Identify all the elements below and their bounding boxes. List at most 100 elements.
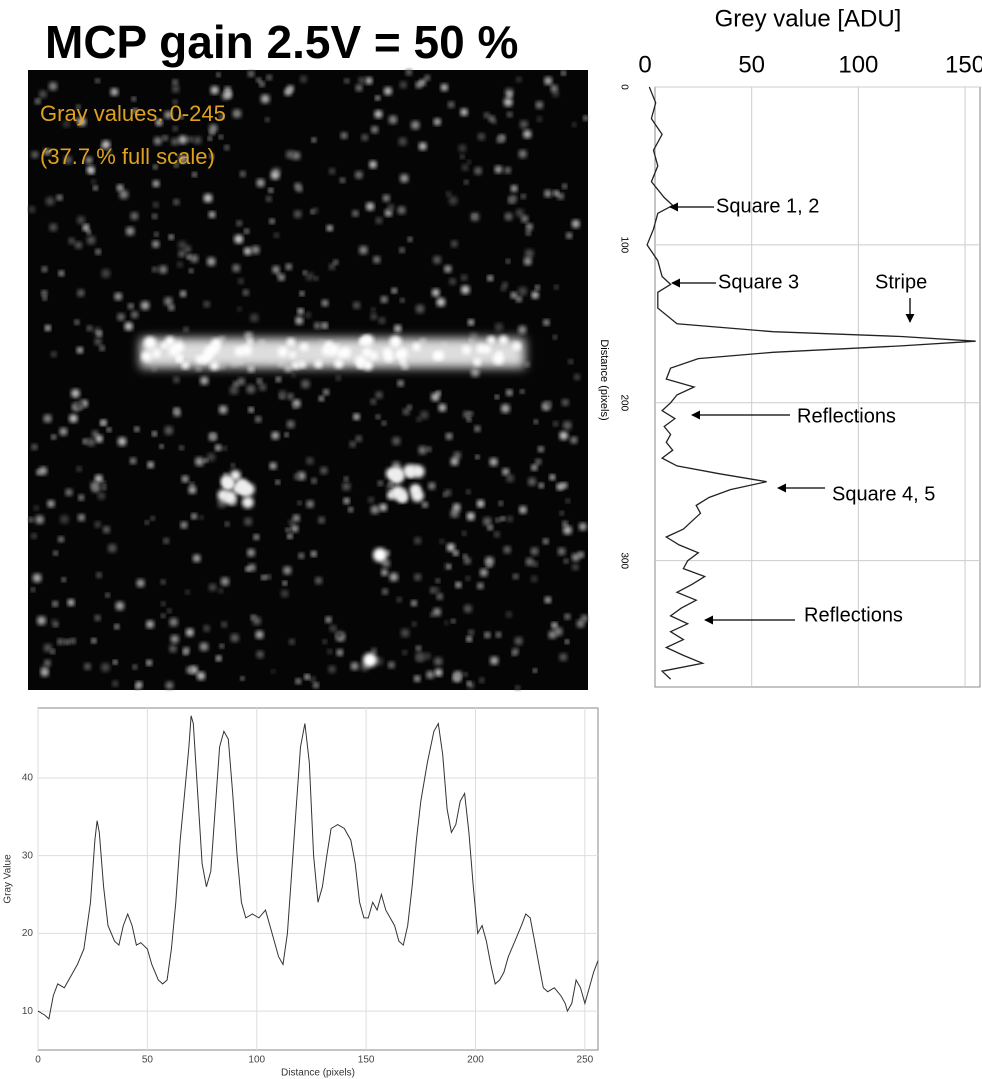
image-spots	[28, 68, 589, 691]
spot	[543, 319, 550, 326]
spot	[209, 124, 218, 133]
spot	[31, 151, 39, 159]
spot	[293, 473, 300, 480]
x-tick-label: 0	[638, 51, 651, 78]
spot	[399, 81, 407, 89]
spot	[215, 444, 222, 451]
spot	[85, 156, 93, 164]
spot	[252, 616, 261, 626]
spot	[44, 325, 51, 331]
spot	[362, 347, 373, 358]
spot	[269, 462, 277, 470]
spot	[173, 407, 180, 414]
spot	[494, 394, 499, 399]
spot	[399, 357, 407, 365]
spot	[259, 81, 265, 87]
spot	[413, 675, 421, 682]
annotation: Reflections	[797, 405, 896, 427]
spot	[365, 202, 375, 211]
spot	[354, 171, 363, 179]
spot	[176, 261, 183, 268]
spot	[302, 270, 307, 275]
y-axis-title: Distance (pixels)	[598, 339, 610, 420]
spot	[375, 95, 381, 101]
spot	[518, 149, 527, 159]
spot	[135, 681, 143, 689]
spot	[31, 533, 37, 539]
spot	[233, 381, 239, 387]
spot	[524, 361, 530, 367]
spot	[452, 503, 461, 512]
spot	[483, 112, 490, 119]
spot	[218, 135, 223, 140]
spot	[314, 276, 319, 281]
spot	[153, 136, 162, 145]
spot	[42, 296, 47, 301]
spot	[435, 578, 441, 583]
spot	[392, 436, 401, 446]
spot	[506, 474, 515, 483]
spot	[557, 547, 566, 556]
spot	[35, 515, 44, 524]
spot	[486, 562, 493, 568]
spot	[256, 178, 265, 188]
spot	[463, 410, 471, 418]
spot	[169, 617, 178, 627]
spot	[188, 268, 194, 273]
spot	[114, 624, 120, 630]
spot	[273, 232, 280, 238]
spot	[329, 624, 337, 632]
spot	[271, 669, 276, 674]
spot	[381, 558, 391, 568]
spot	[39, 466, 48, 475]
spot	[519, 505, 527, 514]
spot	[444, 489, 452, 497]
spot	[490, 656, 499, 665]
spot	[574, 373, 580, 380]
spot	[508, 194, 518, 203]
spot	[256, 77, 262, 83]
spot	[146, 620, 155, 629]
spot	[418, 142, 427, 151]
spot	[326, 225, 333, 232]
spot	[172, 79, 178, 86]
spot	[116, 184, 124, 192]
spot	[132, 664, 138, 670]
spot	[130, 212, 139, 220]
spot	[41, 290, 48, 297]
spot	[397, 206, 406, 215]
spot	[243, 247, 252, 256]
spot	[310, 676, 316, 683]
spot	[553, 627, 563, 636]
spot	[97, 492, 106, 500]
spot	[168, 234, 174, 240]
spot	[130, 311, 139, 319]
spot	[431, 288, 440, 297]
spot	[287, 533, 293, 539]
spot	[446, 564, 452, 569]
spot	[190, 254, 199, 263]
spot	[482, 516, 492, 526]
spot	[253, 534, 260, 540]
spot	[446, 543, 455, 552]
spot	[44, 659, 51, 667]
spot	[159, 265, 168, 274]
spot	[297, 308, 304, 315]
spot	[152, 349, 161, 358]
spot	[375, 391, 383, 399]
spot	[286, 392, 294, 400]
spot	[136, 579, 145, 588]
spot	[536, 116, 543, 122]
spot	[321, 322, 328, 329]
spot	[411, 621, 417, 627]
spot	[173, 341, 185, 353]
spot	[359, 245, 368, 255]
spot	[349, 441, 356, 448]
spot	[268, 187, 274, 193]
spot	[369, 160, 377, 169]
spot	[550, 84, 558, 93]
spot	[553, 421, 559, 427]
spot	[248, 563, 256, 572]
spot	[150, 516, 155, 521]
x-tick-label: 50	[142, 1055, 154, 1066]
